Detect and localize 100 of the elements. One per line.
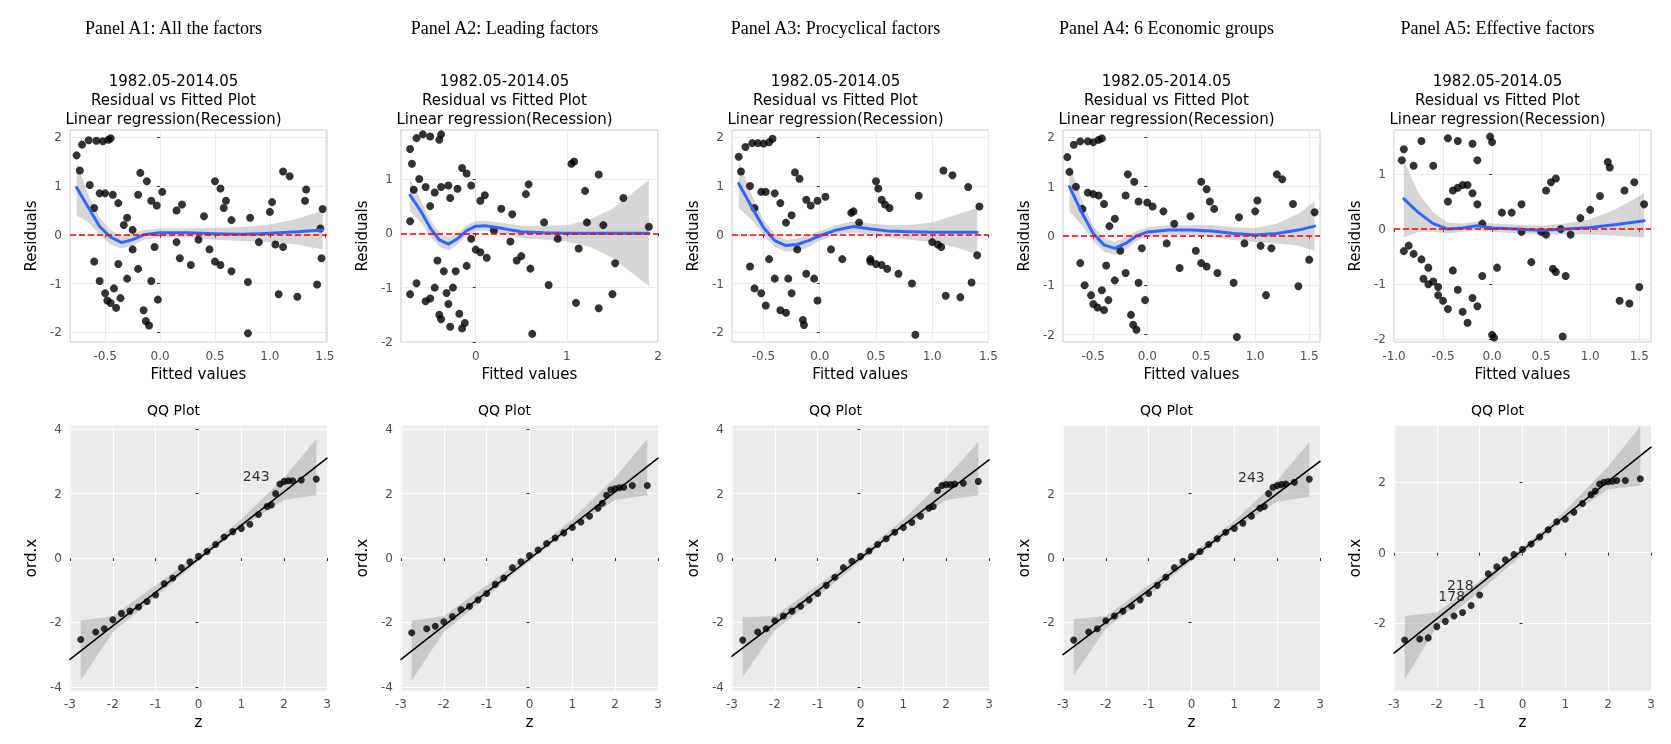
point <box>1591 487 1599 495</box>
y-axis-title: ord.x <box>21 538 40 578</box>
point <box>1519 545 1526 553</box>
y-tick-label: -1 <box>50 276 62 291</box>
x-tick-label: 1.5 <box>1299 349 1319 363</box>
chart-title: QQ Plot <box>147 402 201 418</box>
point <box>934 486 942 494</box>
x-tick-label: -3 <box>64 697 76 711</box>
x-tick-label: 2 <box>1604 697 1612 711</box>
chart-subtitle: 1982.05-2014.05 Residual vs Fitted Plot Linear regression(Recession) <box>1058 71 1275 128</box>
chart-title: QQ Plot <box>1471 402 1525 418</box>
point <box>431 622 439 630</box>
y-tick-label: 0 <box>385 551 393 565</box>
x-tick-label: -0.5 <box>1081 349 1105 363</box>
x-tick-label: 1.0 <box>260 349 280 363</box>
x-tick-label: 3 <box>1647 697 1655 711</box>
point <box>491 580 499 588</box>
y-tick-label: 1 <box>1047 179 1055 194</box>
x-tick-label: 0 <box>1187 697 1196 711</box>
x-tick-label: -1 <box>811 697 824 711</box>
x-tick-label: 0.0 <box>810 349 830 363</box>
point <box>771 617 779 625</box>
point <box>1265 490 1273 498</box>
y-tick-label: 0 <box>716 551 724 565</box>
x-tick-label: 0.5 <box>866 349 886 363</box>
chart-title: QQ Plot <box>809 402 863 418</box>
point <box>203 548 211 556</box>
y-tick-label: -2 <box>1374 332 1386 347</box>
point <box>1501 556 1509 564</box>
y-tick-label: 1 <box>1378 167 1386 182</box>
point <box>1282 480 1290 488</box>
point <box>1484 570 1492 578</box>
y-tick-label: 1 <box>385 171 393 186</box>
point <box>908 519 916 527</box>
x-axis-title: z <box>856 713 865 732</box>
point <box>959 479 967 487</box>
y-tick-label: 0 <box>385 226 393 241</box>
chart-title: Panel A1: All the factors <box>85 18 262 38</box>
y-axis-title: ord.x <box>683 538 702 578</box>
y-tick-label: -1 <box>712 276 724 291</box>
point <box>1205 540 1213 548</box>
y-tick-label: -2 <box>381 615 393 630</box>
point <box>1424 634 1432 642</box>
point <box>929 502 937 510</box>
point <box>1476 591 1484 599</box>
chart-subtitle: 1982.05-2014.05 Residual vs Fitted Plot Linear regression(Recession) <box>65 71 282 128</box>
chart-title: Panel A4: 6 Economic groups <box>1059 18 1274 38</box>
x-axis-title: z <box>1187 713 1196 732</box>
point <box>643 482 651 490</box>
point <box>1070 636 1078 644</box>
line-series <box>75 186 325 245</box>
point <box>312 475 320 483</box>
x-tick-label: -3 <box>1388 697 1400 711</box>
point <box>848 557 856 565</box>
point <box>560 529 568 537</box>
chart-subtitle: 1982.05-2014.05 Residual vs Fitted Plot Linear regression(Recession) <box>727 71 944 128</box>
x-tick-label: 0.0 <box>150 349 170 363</box>
x-tick-label: 1 <box>568 697 577 711</box>
y-tick-label: -2 <box>1043 615 1055 630</box>
point <box>1085 628 1093 636</box>
x-tick-label: -1.0 <box>1382 349 1406 363</box>
x-tick-label: -0.5 <box>93 349 117 363</box>
point <box>874 540 882 548</box>
point <box>1570 508 1578 516</box>
point <box>117 609 125 617</box>
x-tick-label: 3 <box>323 697 331 711</box>
point <box>1247 512 1255 520</box>
point <box>1128 602 1136 610</box>
x-tick-label: 3 <box>1316 697 1324 711</box>
point <box>1433 623 1441 631</box>
y-tick-label: 0 <box>54 551 62 565</box>
x-tick-label: -1 <box>480 697 493 711</box>
x-tick-label: -2 <box>106 697 119 711</box>
y-tick-label: -4 <box>50 679 62 694</box>
point <box>229 528 237 536</box>
y-axis-title: Residuals <box>21 200 40 272</box>
point <box>100 625 108 633</box>
x-tick-label: -1 <box>1473 697 1486 711</box>
point <box>916 512 924 520</box>
point <box>814 589 822 597</box>
point <box>500 574 508 582</box>
point <box>1162 573 1170 581</box>
x-tick-label: -2 <box>437 697 450 711</box>
y-axis-title: ord.x <box>1014 538 1033 578</box>
point <box>1196 548 1204 556</box>
x-tick-label: 2 <box>611 697 619 711</box>
x-tick-label: -0.5 <box>751 349 776 363</box>
point <box>272 490 280 498</box>
y-tick-label: 4 <box>716 422 724 437</box>
x-tick-label: -2 <box>1099 697 1112 711</box>
x-tick-label: -2 <box>1430 697 1443 711</box>
point <box>289 477 297 485</box>
x-tick-label: -2 <box>768 697 781 711</box>
point <box>1179 557 1187 565</box>
point <box>186 558 194 566</box>
y-tick-label: 2 <box>54 486 62 501</box>
annotation: 243 <box>242 467 270 484</box>
point <box>143 597 151 605</box>
point <box>1401 636 1409 644</box>
y-axis-title: ord.x <box>1345 538 1364 578</box>
